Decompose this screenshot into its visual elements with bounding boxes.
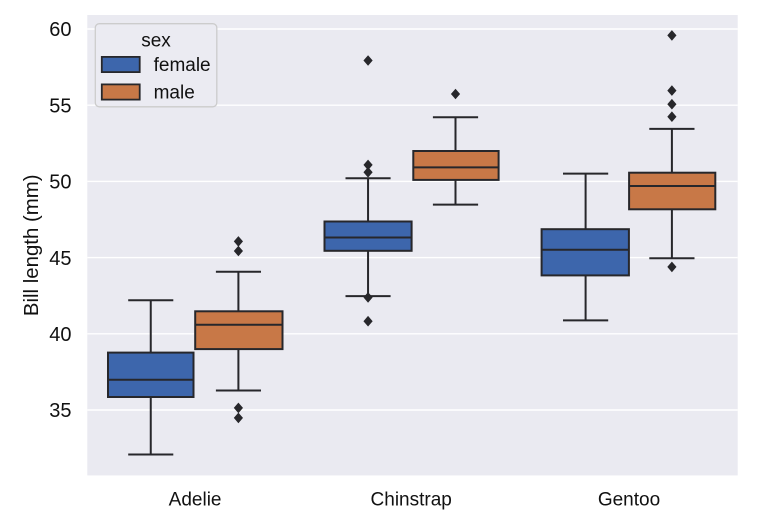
- svg-text:male: male: [154, 83, 195, 104]
- svg-text:35: 35: [49, 400, 71, 422]
- svg-text:sex: sex: [141, 30, 171, 51]
- svg-text:Chinstrap: Chinstrap: [371, 490, 452, 511]
- svg-text:Gentoo: Gentoo: [598, 490, 660, 511]
- svg-text:female: female: [154, 55, 211, 76]
- svg-text:50: 50: [49, 172, 71, 194]
- svg-text:60: 60: [49, 19, 71, 41]
- svg-text:Bill length (mm): Bill length (mm): [21, 174, 43, 316]
- svg-text:40: 40: [49, 324, 71, 346]
- svg-text:Adelie: Adelie: [169, 490, 222, 511]
- svg-text:45: 45: [49, 248, 71, 270]
- svg-text:55: 55: [49, 95, 71, 117]
